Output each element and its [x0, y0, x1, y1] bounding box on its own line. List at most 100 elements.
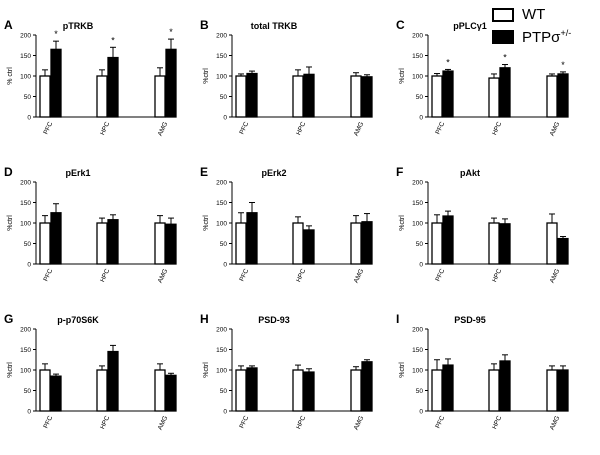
panel-i-bar-amg-ptp: [557, 369, 569, 412]
panel-c-cat-amg: AMG: [549, 121, 562, 137]
panel-h-letter: H: [200, 312, 209, 326]
panel-e-ytick-label-50: 50: [220, 241, 228, 248]
panel-g-letter: G: [4, 312, 13, 326]
panel-i-bar-hpc-wt: [488, 369, 500, 412]
panel-d-cat-amg: AMG: [157, 268, 170, 284]
panel-b-bar-amg-ptp: [361, 76, 373, 118]
panel-d-bar-pfc-wt: [39, 222, 51, 265]
panel-d-bar-hpc-wt: [96, 222, 108, 265]
panel-a-bar-hpc-ptp: [107, 56, 119, 118]
legend-item-ptp: PTPσ+/-: [492, 28, 571, 46]
panel-d-ytick-label-0: 0: [27, 262, 31, 269]
panel-a-sig-amg: *: [169, 27, 173, 37]
panel-b-ylabel: %ctrl: [203, 68, 210, 84]
panel-g-bar-hpc-wt: [96, 369, 108, 412]
panel-d-ylabel: %ctrl: [7, 215, 14, 231]
legend-item-wt: WT: [492, 6, 545, 23]
panel-h-ytick-label-200: 200: [216, 327, 227, 334]
panel-h: H PSD-93 0 50 100 150 200 %ctrl PFC HPC AMG: [200, 312, 373, 431]
panel-h-bar-amg-wt: [350, 369, 362, 412]
panel-f-bar-hpc-ptp: [499, 223, 511, 265]
panel-g-bar-pfc-ptp: [50, 375, 62, 412]
panel-h-bar-hpc-wt: [292, 369, 304, 412]
panel-a-cat-amg: AMG: [157, 121, 170, 137]
panel-g-ytick-label-0: 0: [27, 409, 31, 416]
panel-d-ytick-label-200: 200: [20, 180, 31, 187]
panel-f-title: pAkt: [460, 168, 480, 178]
panel-f-ytick-label-150: 150: [412, 200, 423, 207]
panel-a-letter: A: [4, 18, 13, 32]
panel-d-title: pErk1: [65, 168, 90, 178]
panel-b-bar-hpc-ptp: [303, 73, 315, 118]
panel-h-bar-pfc-ptp: [246, 367, 258, 412]
panel-i-ylabel: %ctrl: [399, 362, 406, 378]
panel-a-bar-pfc-ptp: [50, 48, 62, 118]
panel-h-ytick-label-100: 100: [216, 368, 227, 375]
legend-label-ptp-base: PTPσ: [522, 29, 561, 46]
panel-b-letter: B: [200, 18, 209, 32]
legend-swatch-wt: [492, 7, 514, 22]
panel-c-ytick-label-150: 150: [412, 53, 423, 60]
panel-a-ytick-label-150: 150: [20, 53, 31, 60]
panel-c-bar-pfc-wt: [431, 75, 443, 118]
panel-b-cat-amg: AMG: [353, 121, 366, 137]
panel-i-cat-pfc: PFC: [434, 415, 446, 430]
panel-c-sig-hpc: *: [503, 53, 507, 63]
panel-a-title: pTRKB: [63, 21, 94, 31]
panel-b-bar-amg-wt: [350, 75, 362, 118]
panel-h-ytick-label-150: 150: [216, 347, 227, 354]
panel-b-cat-pfc: PFC: [238, 121, 250, 136]
panel-f-cat-pfc: PFC: [434, 268, 446, 283]
panel-e-ylabel: %ctrl: [203, 215, 210, 231]
panel-c-cat-pfc: PFC: [434, 121, 446, 136]
panel-g-ytick-label-100: 100: [20, 368, 31, 375]
panel-c-ytick-label-50: 50: [416, 94, 424, 101]
panel-c-sig-amg: *: [561, 60, 565, 70]
panel-f-ytick-label-100: 100: [412, 221, 423, 228]
panel-a-ylabel: % ctrl: [7, 67, 14, 85]
panel-d-bar-amg-ptp: [165, 223, 177, 265]
panel-g-ylabel: %ctrl: [7, 362, 14, 378]
panel-g-cat-pfc: PFC: [42, 415, 54, 430]
panel-h-title: PSD-93: [258, 315, 290, 325]
panel-c-ytick-label-100: 100: [412, 74, 423, 81]
panel-a-ytick-label-200: 200: [20, 33, 31, 40]
panel-a-cat-pfc: PFC: [42, 121, 54, 136]
panel-i: I PSD-95 0 50 100 150 200 %ctrl PFC HPC AMG: [396, 312, 569, 431]
panel-i-bar-hpc-ptp: [499, 360, 511, 412]
panel-f-bar-amg-wt: [546, 222, 558, 265]
panel-i-ytick-label-100: 100: [412, 368, 423, 375]
panel-i-ytick-label-200: 200: [412, 327, 423, 334]
panel-b-ytick-label-150: 150: [216, 53, 227, 60]
panel-e-letter: E: [200, 165, 208, 179]
panel-b-title: total TRKB: [251, 21, 298, 31]
panel-b-ytick-label-200: 200: [216, 33, 227, 40]
legend: WT PTPσ+/-: [492, 4, 600, 48]
panel-e-bar-hpc-ptp: [303, 229, 315, 265]
panel-a-sig-hpc: *: [111, 35, 115, 45]
panel-c-ylabel: %ctrl: [399, 68, 406, 84]
panel-f-ytick-label-50: 50: [416, 241, 424, 248]
panel-i-bar-pfc-ptp: [442, 364, 454, 412]
panel-f-bar-amg-ptp: [557, 237, 569, 265]
panel-g-bar-amg-wt: [154, 369, 166, 412]
panel-c-letter: C: [396, 18, 405, 32]
panel-b-ytick-label-0: 0: [223, 115, 227, 122]
panel-f-cat-amg: AMG: [549, 268, 562, 284]
panel-h-bar-hpc-ptp: [303, 371, 315, 412]
panel-i-ytick-label-150: 150: [412, 347, 423, 354]
panel-c-ytick-label-200: 200: [412, 33, 423, 40]
panel-i-bar-pfc-wt: [431, 369, 443, 412]
panel-a-ytick-label-0: 0: [27, 115, 31, 122]
panel-a-bar-pfc-wt: [39, 75, 51, 118]
panel-g-ytick-label-200: 200: [20, 327, 31, 334]
panel-a-ytick-label-100: 100: [20, 74, 31, 81]
panel-e-ytick-label-0: 0: [223, 262, 227, 269]
panel-e-bar-pfc-ptp: [246, 212, 258, 265]
panel-b-ytick-label-100: 100: [216, 74, 227, 81]
